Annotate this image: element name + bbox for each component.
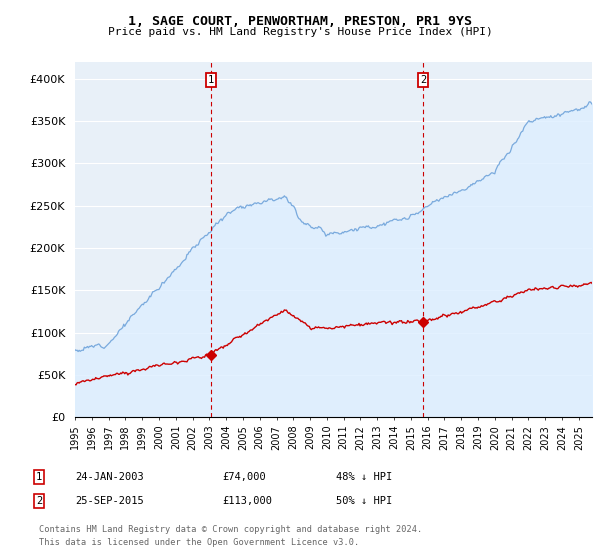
Text: Contains HM Land Registry data © Crown copyright and database right 2024.: Contains HM Land Registry data © Crown c…: [39, 525, 422, 534]
Text: 2: 2: [36, 496, 42, 506]
Text: This data is licensed under the Open Government Licence v3.0.: This data is licensed under the Open Gov…: [39, 538, 359, 547]
Text: 25-SEP-2015: 25-SEP-2015: [75, 496, 144, 506]
Text: £74,000: £74,000: [222, 472, 266, 482]
Text: 1, SAGE COURT, PENWORTHAM, PRESTON, PR1 9YS: 1, SAGE COURT, PENWORTHAM, PRESTON, PR1 …: [128, 15, 472, 28]
Text: 24-JAN-2003: 24-JAN-2003: [75, 472, 144, 482]
Text: 48% ↓ HPI: 48% ↓ HPI: [336, 472, 392, 482]
Text: 50% ↓ HPI: 50% ↓ HPI: [336, 496, 392, 506]
Text: 1: 1: [208, 75, 214, 85]
Text: 1: 1: [36, 472, 42, 482]
Text: Price paid vs. HM Land Registry's House Price Index (HPI): Price paid vs. HM Land Registry's House …: [107, 27, 493, 38]
Text: £113,000: £113,000: [222, 496, 272, 506]
Text: 2: 2: [420, 75, 426, 85]
